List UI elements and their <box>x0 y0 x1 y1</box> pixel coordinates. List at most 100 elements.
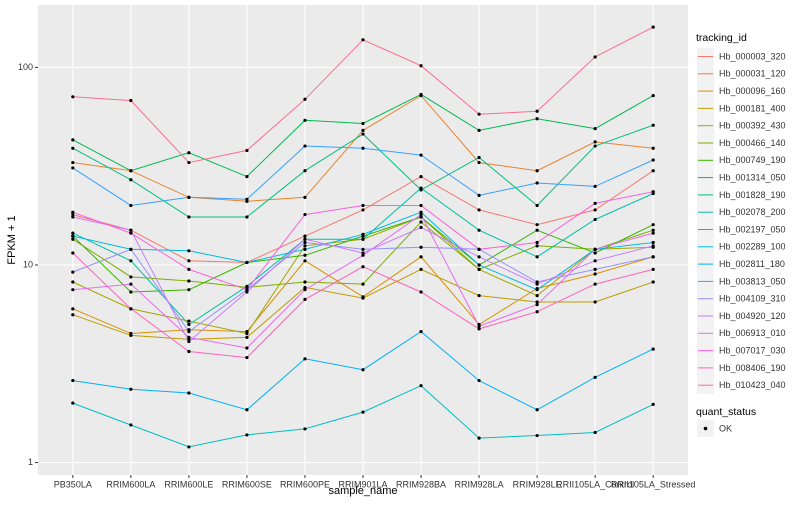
legend-label: Hb_000466_140 <box>719 138 786 148</box>
data-point <box>593 217 597 222</box>
data-point <box>187 267 191 271</box>
data-point <box>303 253 307 257</box>
data-point <box>303 195 307 199</box>
data-point <box>535 228 539 232</box>
data-point <box>71 95 75 99</box>
data-point <box>187 330 191 334</box>
data-point <box>535 288 539 292</box>
data-point <box>593 208 597 212</box>
legend-label: Hb_006913_010 <box>719 328 786 338</box>
data-point <box>535 169 539 173</box>
data-point <box>361 208 365 212</box>
data-point <box>477 112 481 116</box>
data-point <box>71 313 75 317</box>
data-point <box>71 234 75 238</box>
legend-label: Hb_000392_430 <box>719 121 786 131</box>
data-point <box>477 128 481 133</box>
data-point <box>651 347 655 351</box>
data-point <box>187 319 191 323</box>
data-point <box>419 267 423 271</box>
data-point <box>71 231 75 235</box>
data-point <box>71 138 75 142</box>
data-point <box>419 290 423 294</box>
data-point <box>71 270 75 274</box>
y-tick-label: 100 <box>18 62 33 72</box>
data-point <box>535 282 539 286</box>
data-point <box>187 279 191 283</box>
data-point <box>477 267 481 271</box>
data-point <box>535 293 539 298</box>
data-point <box>361 296 365 300</box>
data-point <box>477 324 481 328</box>
data-point <box>535 300 539 304</box>
data-point <box>129 333 133 338</box>
legend-label: Hb_010423_040 <box>719 380 786 390</box>
data-point <box>303 259 307 263</box>
data-point <box>361 146 365 150</box>
legend-label: Hb_000181_400 <box>719 103 786 113</box>
data-point <box>129 247 133 251</box>
data-point <box>71 307 75 311</box>
data-point <box>535 240 539 245</box>
x-tick-label: RRIM600PE <box>280 479 330 489</box>
data-point <box>419 225 423 229</box>
data-point <box>71 237 75 241</box>
data-point <box>477 160 481 165</box>
data-point <box>303 97 307 101</box>
legend-label: OK <box>719 423 732 433</box>
legend-label: Hb_002078_200 <box>719 207 786 217</box>
data-point <box>419 220 423 224</box>
legend-label: Hb_000031_120 <box>719 69 786 79</box>
data-point <box>477 228 481 232</box>
data-point <box>303 237 307 241</box>
data-point <box>535 408 539 412</box>
data-point <box>651 146 655 150</box>
data-point <box>477 155 481 160</box>
data-point <box>593 267 597 271</box>
data-point <box>593 140 597 144</box>
data-point <box>187 349 191 354</box>
legend-label: Hb_000749_190 <box>719 155 786 165</box>
legend-label: Hb_002811_180 <box>719 259 785 269</box>
data-point <box>477 378 481 383</box>
x-tick-label: RRIM928BA <box>396 479 446 489</box>
data-point <box>419 384 423 388</box>
data-point <box>535 203 539 208</box>
data-point <box>419 215 423 219</box>
data-point <box>303 285 307 290</box>
data-point <box>303 247 307 251</box>
data-point <box>187 445 191 449</box>
data-point <box>535 244 539 248</box>
data-point <box>477 255 481 259</box>
data-point <box>303 357 307 361</box>
legend-label: Hb_002289_100 <box>719 242 786 252</box>
x-tick-label: RRIM928LE <box>513 479 562 489</box>
data-point <box>187 249 191 253</box>
data-point <box>535 117 539 121</box>
data-point <box>71 210 75 214</box>
data-point <box>651 244 655 248</box>
x-tick-label: RRIM600LA <box>106 479 155 489</box>
data-point <box>71 166 75 170</box>
data-point <box>245 335 249 340</box>
data-point <box>129 290 133 294</box>
data-point <box>245 355 249 360</box>
legend-label: Hb_004920_120 <box>719 311 786 321</box>
data-point <box>187 215 191 219</box>
legend-label: Hb_001828_190 <box>719 190 786 200</box>
data-point <box>593 375 597 379</box>
data-point <box>303 427 307 431</box>
data-point <box>361 121 365 126</box>
data-point <box>535 303 539 307</box>
data-point <box>419 210 423 214</box>
data-point <box>245 288 249 292</box>
x-axis-title: sample_name <box>328 485 397 497</box>
data-point <box>651 255 655 259</box>
data-point <box>303 288 307 292</box>
data-point <box>129 203 133 208</box>
data-point <box>419 245 423 249</box>
legend-label: Hb_007017_030 <box>719 345 786 355</box>
data-point <box>477 327 481 331</box>
data-point <box>303 234 307 238</box>
